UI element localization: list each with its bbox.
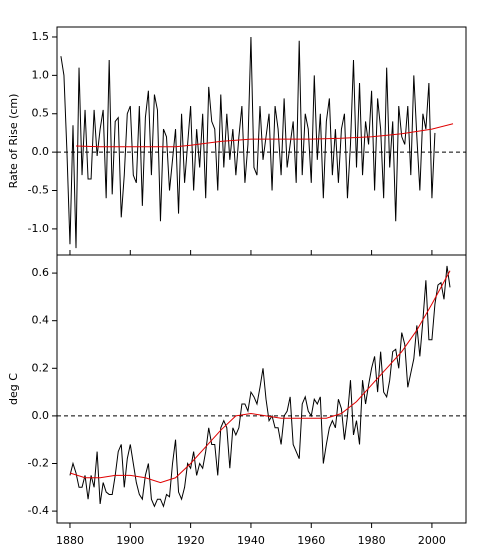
series-line <box>60 36 436 249</box>
x-tick-label: 1940 <box>237 534 265 547</box>
plot-frame <box>56 254 467 524</box>
series-line <box>69 265 451 508</box>
series-line <box>75 123 454 148</box>
x-tick-label: 1980 <box>358 534 386 547</box>
y-tick-label: -0.5 <box>28 184 49 197</box>
y-tick-label: 0.0 <box>32 409 50 422</box>
x-tick-label: 1900 <box>116 534 144 547</box>
y-tick-label: 1.0 <box>32 68 50 81</box>
x-tick-label: 1920 <box>177 534 205 547</box>
y-tick-label: -1.0 <box>28 222 49 235</box>
y-axis-label: Rate of Rise (cm) <box>7 94 20 189</box>
y-tick-label: -0.4 <box>28 504 49 517</box>
y-tick-label: 0.4 <box>32 314 50 327</box>
x-tick-label: 1960 <box>297 534 325 547</box>
series-line <box>69 270 451 484</box>
y-tick-label: 0.6 <box>32 266 50 279</box>
y-tick-label: -0.2 <box>28 456 49 469</box>
y-axis-label: deg C <box>7 373 20 405</box>
x-tick-label: 1880 <box>56 534 84 547</box>
y-tick-label: 1.5 <box>32 30 50 43</box>
x-tick-label: 2000 <box>418 534 446 547</box>
y-tick-label: 0.0 <box>32 145 50 158</box>
y-tick-label: 0.2 <box>32 361 50 374</box>
y-tick-label: 0.5 <box>32 107 50 120</box>
